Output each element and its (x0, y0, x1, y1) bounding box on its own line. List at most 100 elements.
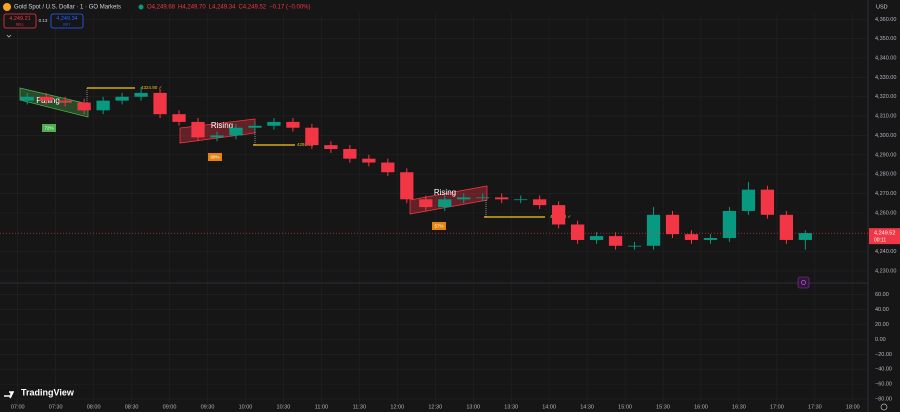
quote-value: O4,249.68 (147, 5, 176, 11)
candle-body (741, 189, 756, 211)
y-tick-label: 4,350.00 (875, 36, 896, 42)
candle-body (419, 199, 433, 208)
x-tick-label: 09:30 (201, 404, 215, 410)
candle-body (514, 199, 528, 201)
x-tick-label: 16:00 (694, 404, 708, 410)
candle-body (381, 162, 395, 173)
last-price-label: 4,249.52 (874, 231, 895, 237)
candle-body (400, 172, 414, 200)
candle-body (665, 214, 680, 235)
candle-body (39, 96, 53, 101)
candle-body (589, 236, 604, 240)
x-tick-label: 09:00 (163, 404, 177, 410)
y2-tick-label: 20.00 (875, 322, 889, 328)
candle-body (646, 214, 661, 246)
y-tick-label: 4,280.00 (875, 172, 896, 178)
candle-body (20, 96, 34, 101)
x-tick-label: 10:00 (239, 404, 253, 410)
x-tick-label: 11:00 (315, 404, 328, 410)
pattern-probability: 72% (44, 126, 53, 131)
indicator-icon-glyph (801, 280, 806, 285)
y2-tick-label: −80.00 (875, 396, 892, 402)
x-tick-label: 08:00 (87, 404, 101, 410)
candle-body (305, 127, 319, 146)
y-tick-label: 4,360.00 (875, 17, 896, 23)
candle-body (457, 197, 471, 200)
y2-tick-label: 40.00 (875, 307, 889, 313)
indicator-icon[interactable] (797, 276, 810, 289)
y-tick-label: 4,270.00 (875, 191, 896, 197)
sell-button[interactable] (3, 13, 37, 29)
candle-body (551, 205, 566, 225)
brand-logo (4, 391, 15, 399)
symbol: Gold Spot / U.S. Dollar · 1 · GO Markets (14, 5, 121, 11)
candle-body (191, 121, 205, 138)
target-label: 4324.90 ✓ (141, 85, 163, 90)
pattern-badge (432, 222, 446, 230)
sell-label: SELL (16, 22, 25, 26)
candle-body (608, 236, 623, 246)
candle-body (476, 197, 490, 199)
y2-tick-label: 0.00 (875, 337, 886, 343)
candle-body (533, 199, 547, 206)
symbol-icon (3, 3, 11, 11)
candle-body (96, 100, 110, 111)
x-tick-label: 13:00 (466, 404, 480, 410)
y2-tick-label: 60.00 (875, 292, 889, 298)
y-tick-label: 4,290.00 (875, 152, 896, 158)
candle-body (153, 92, 167, 115)
candle-body (267, 121, 281, 126)
y2-tick-label: −20.00 (875, 352, 892, 358)
candle-body (495, 197, 509, 200)
market-status (138, 4, 144, 10)
pattern-probability: 57% (434, 224, 443, 229)
buy-price: 4,249.34 (56, 16, 77, 22)
collapse-button[interactable] (6, 34, 12, 38)
x-tick-label: 17:00 (770, 404, 784, 410)
pattern-badge (208, 153, 222, 161)
candle-body (703, 238, 718, 240)
pattern-label: Rising (211, 121, 233, 130)
candle-body (324, 145, 338, 150)
quote: O4,249.68 H4,249.70 L4,249.34 C4,249.52 −0.1… (147, 5, 311, 11)
quote-value: H4,249.70 (178, 5, 206, 11)
candle-body (779, 214, 794, 240)
x-tick-label: 08:30 (125, 404, 139, 410)
y2-tick-label: −60.00 (875, 382, 892, 388)
candles (20, 87, 813, 250)
candle-body (627, 245, 642, 247)
x-tick-label: 17:30 (808, 404, 822, 410)
candle-body (58, 100, 72, 103)
x-tick-label: 15:30 (656, 404, 670, 410)
countdown: 00:11 (874, 237, 886, 243)
quote-value: −0.17 (−0.00%) (269, 5, 310, 11)
buy-button[interactable] (50, 13, 84, 29)
y-tick-label: 4,230.00 (875, 268, 896, 274)
candle-body (438, 199, 452, 208)
x-tick-label: 12:30 (428, 404, 442, 410)
candle-body (362, 158, 376, 163)
candle-body (343, 149, 357, 159)
y-tick-label: 4,340.00 (875, 56, 896, 62)
y-tick-label: 4,260.00 (875, 210, 896, 216)
candle-body (77, 102, 91, 111)
y-tick-label: 4,330.00 (875, 75, 896, 81)
candle-body (229, 127, 243, 136)
y-tick-label: 4,240.00 (875, 249, 896, 255)
x-tick-label: 14:30 (580, 404, 594, 410)
x-tick-label: 14:00 (542, 404, 556, 410)
y-tick-label: 4,320.00 (875, 94, 896, 100)
y-tick-label: 4,310.00 (875, 114, 896, 120)
x-tick-label: 13:30 (504, 404, 518, 410)
currency[interactable]: USD (876, 4, 888, 10)
last-price-box (869, 228, 900, 245)
candle-body (798, 233, 813, 240)
grid (0, 14, 868, 405)
sell-price: 4,249.21 (9, 16, 30, 22)
brand: TradingView (21, 387, 75, 397)
settings-button[interactable] (880, 403, 888, 411)
candle-body (172, 114, 186, 122)
pattern-probability: 68% (210, 155, 219, 160)
